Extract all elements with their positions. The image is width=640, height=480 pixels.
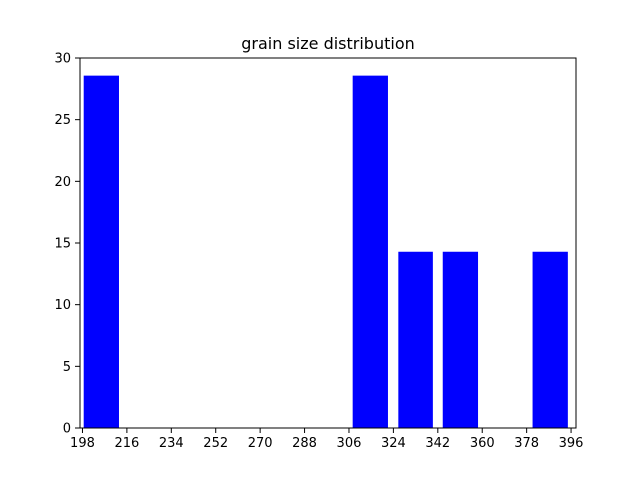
x-tick-label-8: 342 <box>425 436 450 451</box>
bars-group <box>83 75 568 429</box>
x-tick-label-1: 216 <box>114 436 139 451</box>
x-tick-label-10: 378 <box>514 436 539 451</box>
y-tick-label-3: 15 <box>54 237 71 252</box>
plot-frame <box>79 57 577 429</box>
y-tick-label-4: 20 <box>54 175 71 190</box>
x-tick-label-4: 270 <box>248 436 273 451</box>
x-axis: 198 216 234 252 270 288 306 324 342 360 378 396 <box>70 428 583 451</box>
y-tick-label-2: 10 <box>54 298 71 313</box>
x-tick-label-5: 288 <box>292 436 317 451</box>
x-tick-label-9: 360 <box>470 436 495 451</box>
x-tick-label-7: 324 <box>381 436 406 451</box>
y-tick-label-5: 25 <box>54 113 71 128</box>
x-tick-label-3: 252 <box>203 436 228 451</box>
x-tick-label-0: 198 <box>70 436 95 451</box>
bar-1 <box>352 75 388 429</box>
y-tick-label-1: 5 <box>63 360 71 375</box>
chart-title: grain size distribution <box>241 34 415 53</box>
bar-3 <box>442 251 479 428</box>
y-axis: 0 5 10 15 20 25 30 <box>54 52 80 437</box>
bar-0 <box>83 75 119 429</box>
y-tick-label-6: 30 <box>54 52 71 67</box>
bar-4 <box>532 251 568 428</box>
x-tick-label-6: 306 <box>337 436 362 451</box>
y-tick-label-0: 0 <box>63 422 71 437</box>
x-tick-label-11: 396 <box>559 436 584 451</box>
x-tick-label-2: 234 <box>159 436 184 451</box>
bar-2 <box>398 251 433 428</box>
